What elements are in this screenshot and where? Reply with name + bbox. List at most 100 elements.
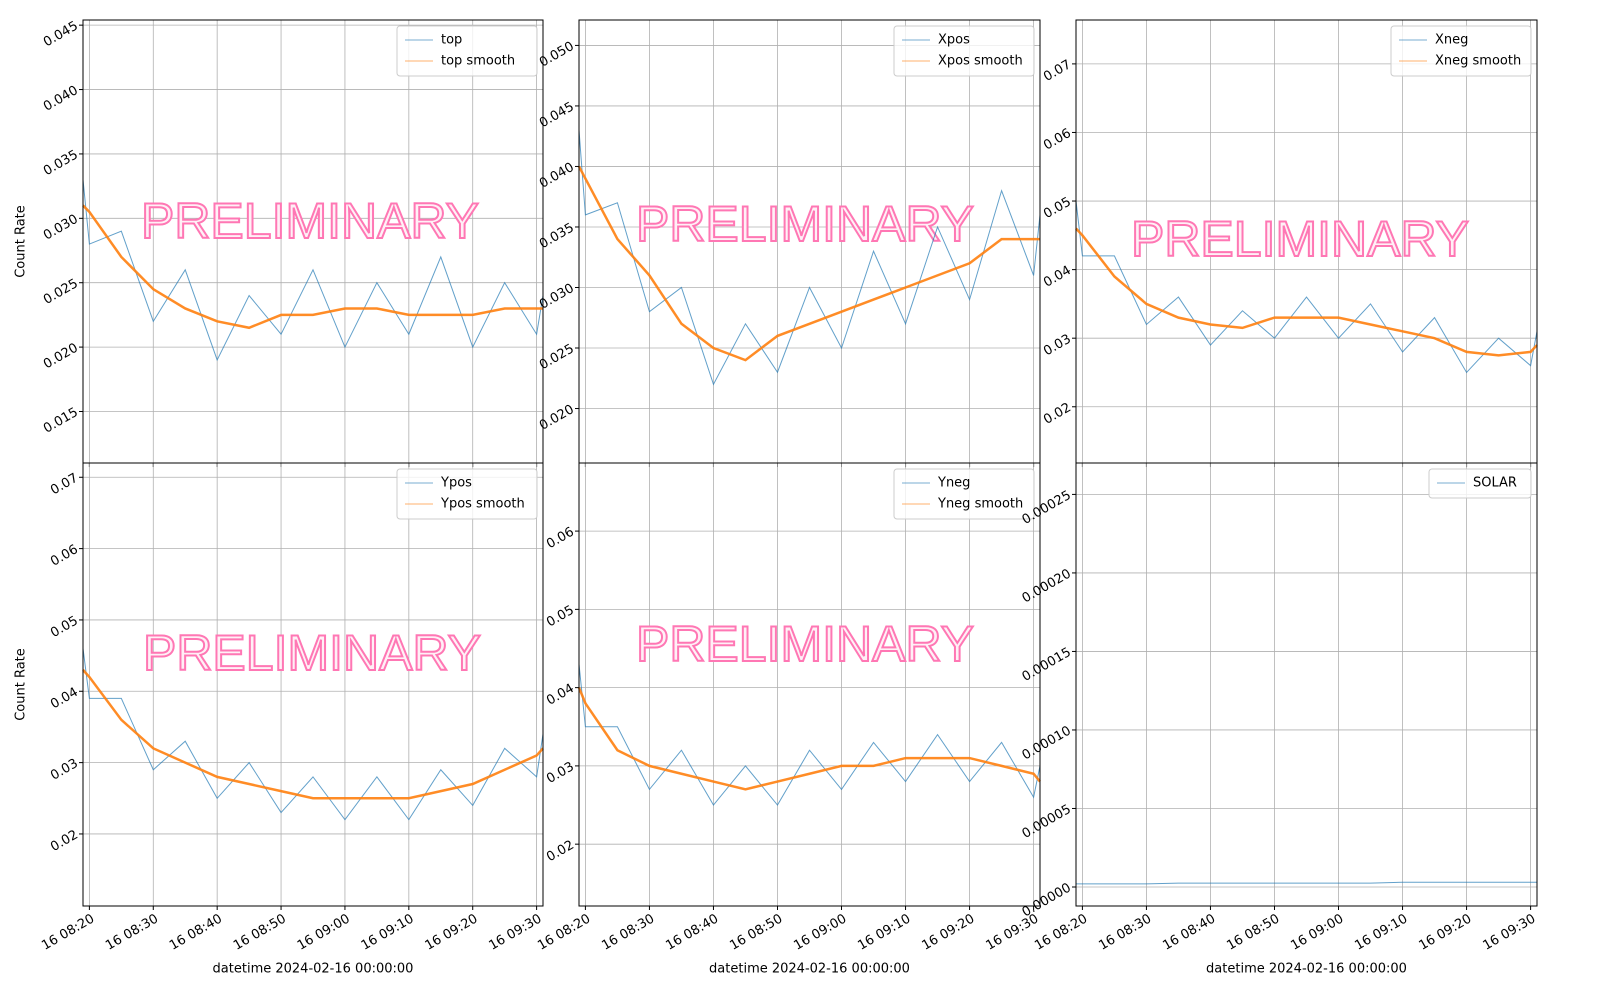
y-tick-label: 0.03 <box>544 759 577 786</box>
y-tick-label: 0.00000 <box>1020 881 1074 921</box>
x-axis-label: datetime 2024-02-16 00:00:00 <box>1206 962 1407 977</box>
subplot: 0.02 0.03 0.04 0.05 0.06 0.07 PRELIMINARY Xneg X… <box>1041 19 1538 467</box>
data-line <box>82 179 544 362</box>
y-tick-label: 0.06 <box>48 542 81 569</box>
legend-box <box>1428 468 1532 499</box>
x-tick-label: 16 09:00 <box>295 912 353 954</box>
legend-box <box>893 468 1035 520</box>
y-tick-label: 0.040 <box>41 83 81 115</box>
x-tick-label: 16 09:30 <box>1480 912 1538 954</box>
y-tick-label: 0.00020 <box>1020 566 1074 606</box>
y-tick-label: 0.04 <box>1041 263 1074 290</box>
x-tick-label: 16 09:10 <box>855 912 913 954</box>
x-tick-label: 16 08:50 <box>727 912 785 954</box>
x-tick-label: 16 09:30 <box>983 912 1041 954</box>
y-tick-label: 0.00010 <box>1020 723 1074 763</box>
y-tick-label: 0.035 <box>41 147 81 179</box>
x-tick-label: 16 09:20 <box>919 912 977 954</box>
legend-label: Ypos smooth <box>440 497 525 512</box>
subplot: 16 08:20 16 08:30 16 08:40 16 08:50 16 09:00… <box>1020 462 1538 977</box>
y-tick-label: 0.03 <box>48 756 81 783</box>
legend-label: top smooth <box>441 54 515 69</box>
data-line <box>82 648 544 821</box>
watermark: PRELIMINARY <box>141 193 479 249</box>
legend-box <box>396 25 538 77</box>
x-tick-label: 16 08:20 <box>535 912 593 954</box>
x-tick-label: 16 09:20 <box>423 912 481 954</box>
y-tick-label: 0.030 <box>41 212 81 244</box>
watermark: PRELIMINARY <box>143 625 481 681</box>
x-tick-label: 16 08:30 <box>103 912 161 954</box>
y-tick-label: 0.015 <box>41 405 81 437</box>
y-tick-label: 0.00005 <box>1020 802 1074 842</box>
y-tick-label: 0.025 <box>41 276 81 308</box>
y-tick-label: 0.04 <box>544 681 577 708</box>
y-tick-label: 0.07 <box>1041 57 1074 84</box>
subplot: 0.015 0.020 0.025 0.030 0.035 0.040 0.045 PRELI… <box>14 19 544 467</box>
x-tick-label: 16 08:50 <box>231 912 289 954</box>
watermark: PRELIMINARY <box>636 616 974 672</box>
legend-label: Yneg <box>937 476 970 491</box>
x-tick-label: 16 08:50 <box>1224 912 1282 954</box>
x-axis-label: datetime 2024-02-16 00:00:00 <box>709 962 910 977</box>
y-tick-label: 0.020 <box>41 341 81 373</box>
legend-label: Xpos <box>938 33 970 48</box>
subplot: 16 08:20 16 08:30 16 08:40 16 08:50 16 09:00… <box>535 462 1041 977</box>
subplot: 16 08:20 16 08:30 16 08:40 16 08:50 16 09:00… <box>14 462 545 977</box>
legend-box <box>1390 25 1532 77</box>
y-tick-label: 0.05 <box>1041 195 1074 222</box>
x-tick-label: 16 08:40 <box>167 912 225 954</box>
y-tick-label: 0.045 <box>41 19 81 51</box>
data-line <box>578 664 1041 806</box>
x-tick-label: 16 09:10 <box>359 912 417 954</box>
legend-label: SOLAR <box>1473 476 1517 491</box>
x-tick-label: 16 09:00 <box>1288 912 1346 954</box>
legend-label: Xpos smooth <box>938 54 1023 69</box>
x-tick-label: 16 08:40 <box>663 912 721 954</box>
legend-label: Xneg smooth <box>1435 54 1521 69</box>
legend-label: Yneg smooth <box>937 497 1023 512</box>
smooth-line <box>577 687 1041 791</box>
y-tick-label: 0.06 <box>544 525 577 552</box>
x-tick-label: 16 08:20 <box>1032 912 1090 954</box>
legend-label: Ypos <box>440 476 472 491</box>
x-tick-label: 16 09:00 <box>791 912 849 954</box>
smooth-line <box>82 204 543 330</box>
y-tick-label: 0.05 <box>544 603 577 630</box>
x-tick-label: 16 08:40 <box>1160 912 1218 954</box>
x-tick-label: 16 09:30 <box>487 912 545 954</box>
watermark: PRELIMINARY <box>636 196 974 252</box>
x-tick-label: 16 09:10 <box>1352 912 1410 954</box>
y-axis-label: Count Rate <box>14 648 29 721</box>
subplot: 0.0200.0250.0300.0350.0400.0450.050PRELI… <box>537 19 1041 467</box>
y-tick-label: 0.05 <box>48 613 81 640</box>
y-axis-label: Count Rate <box>14 205 29 278</box>
axes-frame <box>82 462 544 907</box>
smooth-line <box>1075 227 1538 357</box>
x-axis-label: datetime 2024-02-16 00:00:00 <box>213 962 414 977</box>
legend-box <box>396 468 538 520</box>
axes-frame <box>578 462 1041 907</box>
smooth-line <box>577 165 1040 362</box>
legend-label: top <box>441 33 462 48</box>
y-tick-label: 0.00015 <box>1020 645 1074 685</box>
y-tick-label: 0.02 <box>48 827 81 854</box>
y-tick-label: 0.02 <box>1041 400 1074 427</box>
x-tick-label: 16 09:20 <box>1416 912 1474 954</box>
y-tick-label: 0.02 <box>544 838 577 865</box>
data-line <box>1075 200 1538 374</box>
legend-label: Xneg <box>1435 33 1468 48</box>
y-tick-label: 0.07 <box>48 471 81 498</box>
x-tick-label: 16 08:30 <box>599 912 657 954</box>
data-line <box>1076 881 1537 885</box>
x-tick-label: 16 08:30 <box>1096 912 1154 954</box>
x-tick-label: 16 08:20 <box>39 912 97 954</box>
axes-frame <box>1075 462 1538 907</box>
y-tick-label: 0.06 <box>1041 126 1074 153</box>
smooth-line <box>82 669 544 800</box>
watermark: PRELIMINARY <box>1131 211 1469 267</box>
y-tick-label: 0.04 <box>48 685 81 712</box>
y-tick-label: 0.03 <box>1041 332 1074 359</box>
data-line <box>578 130 1041 386</box>
